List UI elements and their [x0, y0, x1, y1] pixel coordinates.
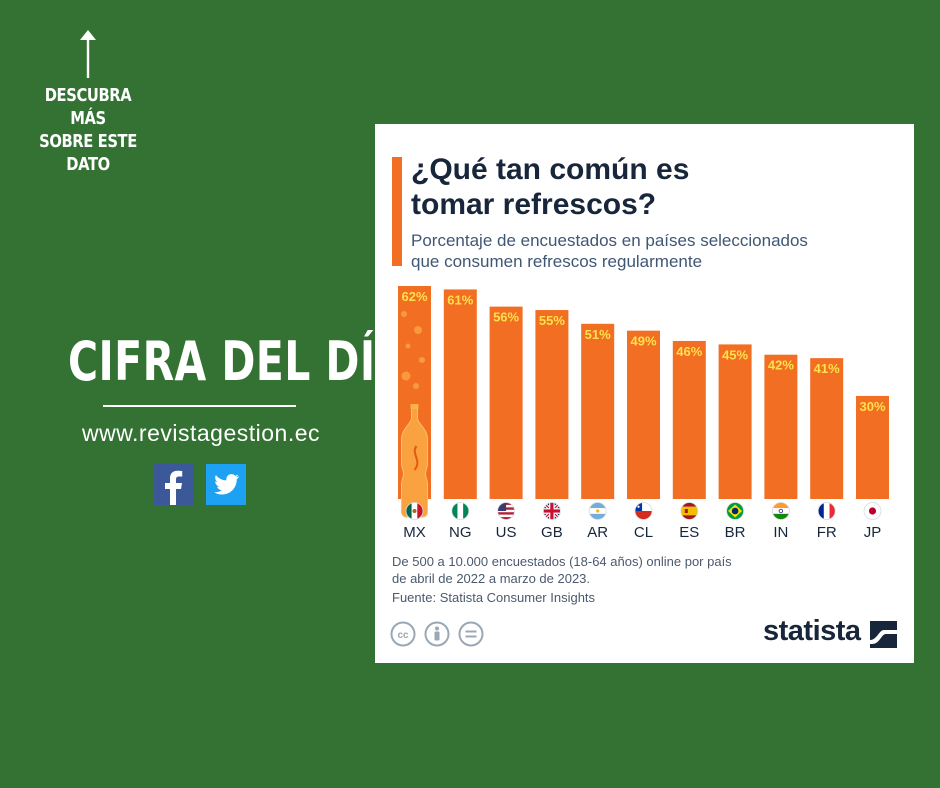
cta-line: SOBRE ESTE — [39, 131, 137, 152]
data-label: 41% — [814, 361, 840, 376]
subtitle-line: Porcentaje de encuestados en países sele… — [411, 231, 808, 250]
tick-label: NG — [449, 524, 472, 541]
bottle-shape — [401, 407, 428, 518]
data-label: 56% — [493, 310, 519, 325]
tick-label: JP — [864, 524, 882, 541]
bar-br — [718, 344, 752, 499]
bar-group: 49% CL — [627, 330, 660, 541]
soda-bubble — [401, 311, 407, 317]
survey-note: De 500 a 10.000 encuestados (18-64 años)… — [392, 553, 792, 587]
bar-in — [764, 354, 798, 499]
tick-label: FR — [817, 524, 837, 541]
tick-label: GB — [541, 524, 563, 541]
facebook-button[interactable] — [154, 464, 194, 505]
cc-icon: cc — [390, 621, 416, 647]
bar-group: 42% IN — [764, 354, 798, 541]
twitter-icon — [214, 474, 240, 495]
bar-group: 46% ES — [672, 340, 706, 541]
france-flag-icon — [817, 502, 836, 520]
discover-more-link[interactable]: DESCUBRA MÁS SOBRE ESTE DATO — [31, 84, 146, 176]
bar-group: 56% US — [489, 306, 523, 541]
soda-bubble — [405, 343, 411, 349]
chile-flag-icon — [634, 502, 653, 520]
cta-line: DATO — [66, 154, 110, 175]
bar-group: 55% GB — [535, 310, 569, 541]
bottle-label-swirl — [413, 445, 419, 471]
soda-bubble — [413, 383, 419, 389]
bar-group: 62% MX — [398, 286, 431, 541]
bar-group: 30% JP — [856, 395, 889, 541]
data-label: 49% — [630, 334, 656, 349]
data-label: 45% — [722, 347, 748, 362]
bar-group: 41% FR — [810, 358, 844, 541]
note-line: De 500 a 10.000 encuestados (18-64 años)… — [392, 554, 732, 569]
tick-label: ES — [679, 524, 699, 541]
data-label: 55% — [539, 313, 565, 328]
website-link[interactable]: www.revistagestion.ec — [81, 420, 321, 446]
bar-group: 61% NG — [443, 289, 477, 541]
tick-label: BR — [725, 524, 746, 541]
tick-label: AR — [587, 524, 608, 541]
data-label: 46% — [676, 344, 702, 359]
soda-bubble — [414, 326, 422, 334]
usa-flag-icon — [497, 502, 516, 520]
data-label: 51% — [585, 327, 611, 342]
argentina-flag-icon — [588, 502, 607, 520]
statista-logo-icon — [870, 621, 897, 648]
brazil-flag-icon — [726, 502, 745, 520]
data-label: 30% — [859, 399, 885, 414]
bar-group: 45% BR — [718, 344, 752, 541]
india-flag-icon — [771, 502, 790, 520]
bar-group: 51% AR — [581, 323, 615, 541]
soda-bottle-illustration — [401, 311, 428, 518]
title-line: ¿Qué tan común es — [411, 153, 690, 186]
chart-title: ¿Qué tan común es tomar refrescos? — [411, 152, 891, 222]
no-derivatives-icon — [458, 621, 484, 647]
mexico-flag-icon — [405, 502, 424, 520]
bar-us — [489, 306, 523, 499]
soda-bubble — [401, 371, 411, 381]
title-line: tomar refrescos? — [411, 188, 657, 221]
cta-line: DESCUBRA MÁS — [44, 85, 132, 129]
svg-text:cc: cc — [397, 630, 409, 641]
bar-jp — [856, 395, 889, 499]
facebook-icon — [165, 470, 183, 505]
data-label: 62% — [401, 289, 427, 304]
data-label: 42% — [768, 358, 794, 373]
tick-label: US — [496, 524, 517, 541]
twitter-button[interactable] — [206, 464, 246, 505]
bar-gb — [535, 310, 569, 499]
bar-es — [672, 340, 706, 499]
bottle-cap — [410, 404, 419, 409]
attribution-icon — [424, 621, 450, 647]
page-title: CIFRA DEL DÍA — [68, 330, 408, 393]
bar-chart: 62% MX 61% NG 56% US 55% GB 51% AR 49% CL 46% ES 45% BR… — [398, 286, 889, 541]
title-accent-bar — [392, 157, 402, 266]
tick-label: IN — [773, 524, 788, 541]
bar-fr — [810, 358, 844, 499]
bar-cl — [627, 330, 660, 499]
infographic-card: ¿Qué tan común es tomar refrescos? Porce… — [375, 124, 914, 663]
license-icons: cc — [390, 621, 484, 647]
statista-logo[interactable]: statista — [763, 615, 861, 647]
subtitle-line: que consumen refrescos regularmente — [411, 252, 703, 271]
divider — [103, 405, 296, 407]
bar-ng — [443, 289, 477, 499]
uk-flag-icon — [542, 502, 561, 520]
chart-subtitle: Porcentaje de encuestados en países sele… — [411, 230, 891, 272]
spain-flag-icon — [680, 502, 699, 520]
soda-bubble — [419, 357, 425, 363]
up-arrow-icon — [80, 30, 96, 78]
tick-label: MX — [403, 524, 426, 541]
nigeria-flag-icon — [451, 502, 470, 520]
note-line: de abril de 2022 a marzo de 2023. — [392, 571, 591, 586]
data-label: 61% — [447, 292, 473, 307]
japan-flag-icon — [863, 502, 882, 520]
bar-ar — [581, 323, 615, 499]
source-text: Fuente: Statista Consumer Insights — [392, 590, 596, 605]
tick-label: CL — [634, 524, 653, 541]
